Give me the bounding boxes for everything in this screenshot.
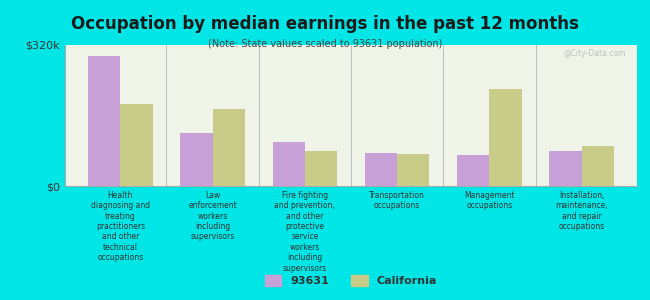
- Bar: [582, 146, 614, 186]
- Bar: [365, 153, 397, 186]
- Bar: [305, 151, 337, 186]
- Text: @City-Data.com: @City-Data.com: [563, 49, 625, 58]
- Bar: [457, 155, 489, 186]
- Bar: [213, 109, 245, 186]
- Bar: [397, 154, 430, 186]
- Text: Occupation by median earnings in the past 12 months: Occupation by median earnings in the pas…: [71, 15, 579, 33]
- Bar: [549, 151, 582, 186]
- Bar: [180, 133, 213, 186]
- Bar: [272, 142, 305, 186]
- Bar: [489, 89, 522, 186]
- Legend: 93631, California: 93631, California: [261, 270, 441, 290]
- Bar: [120, 104, 153, 186]
- Bar: [88, 56, 120, 186]
- Text: (Note: State values scaled to 93631 population): (Note: State values scaled to 93631 popu…: [208, 39, 442, 49]
